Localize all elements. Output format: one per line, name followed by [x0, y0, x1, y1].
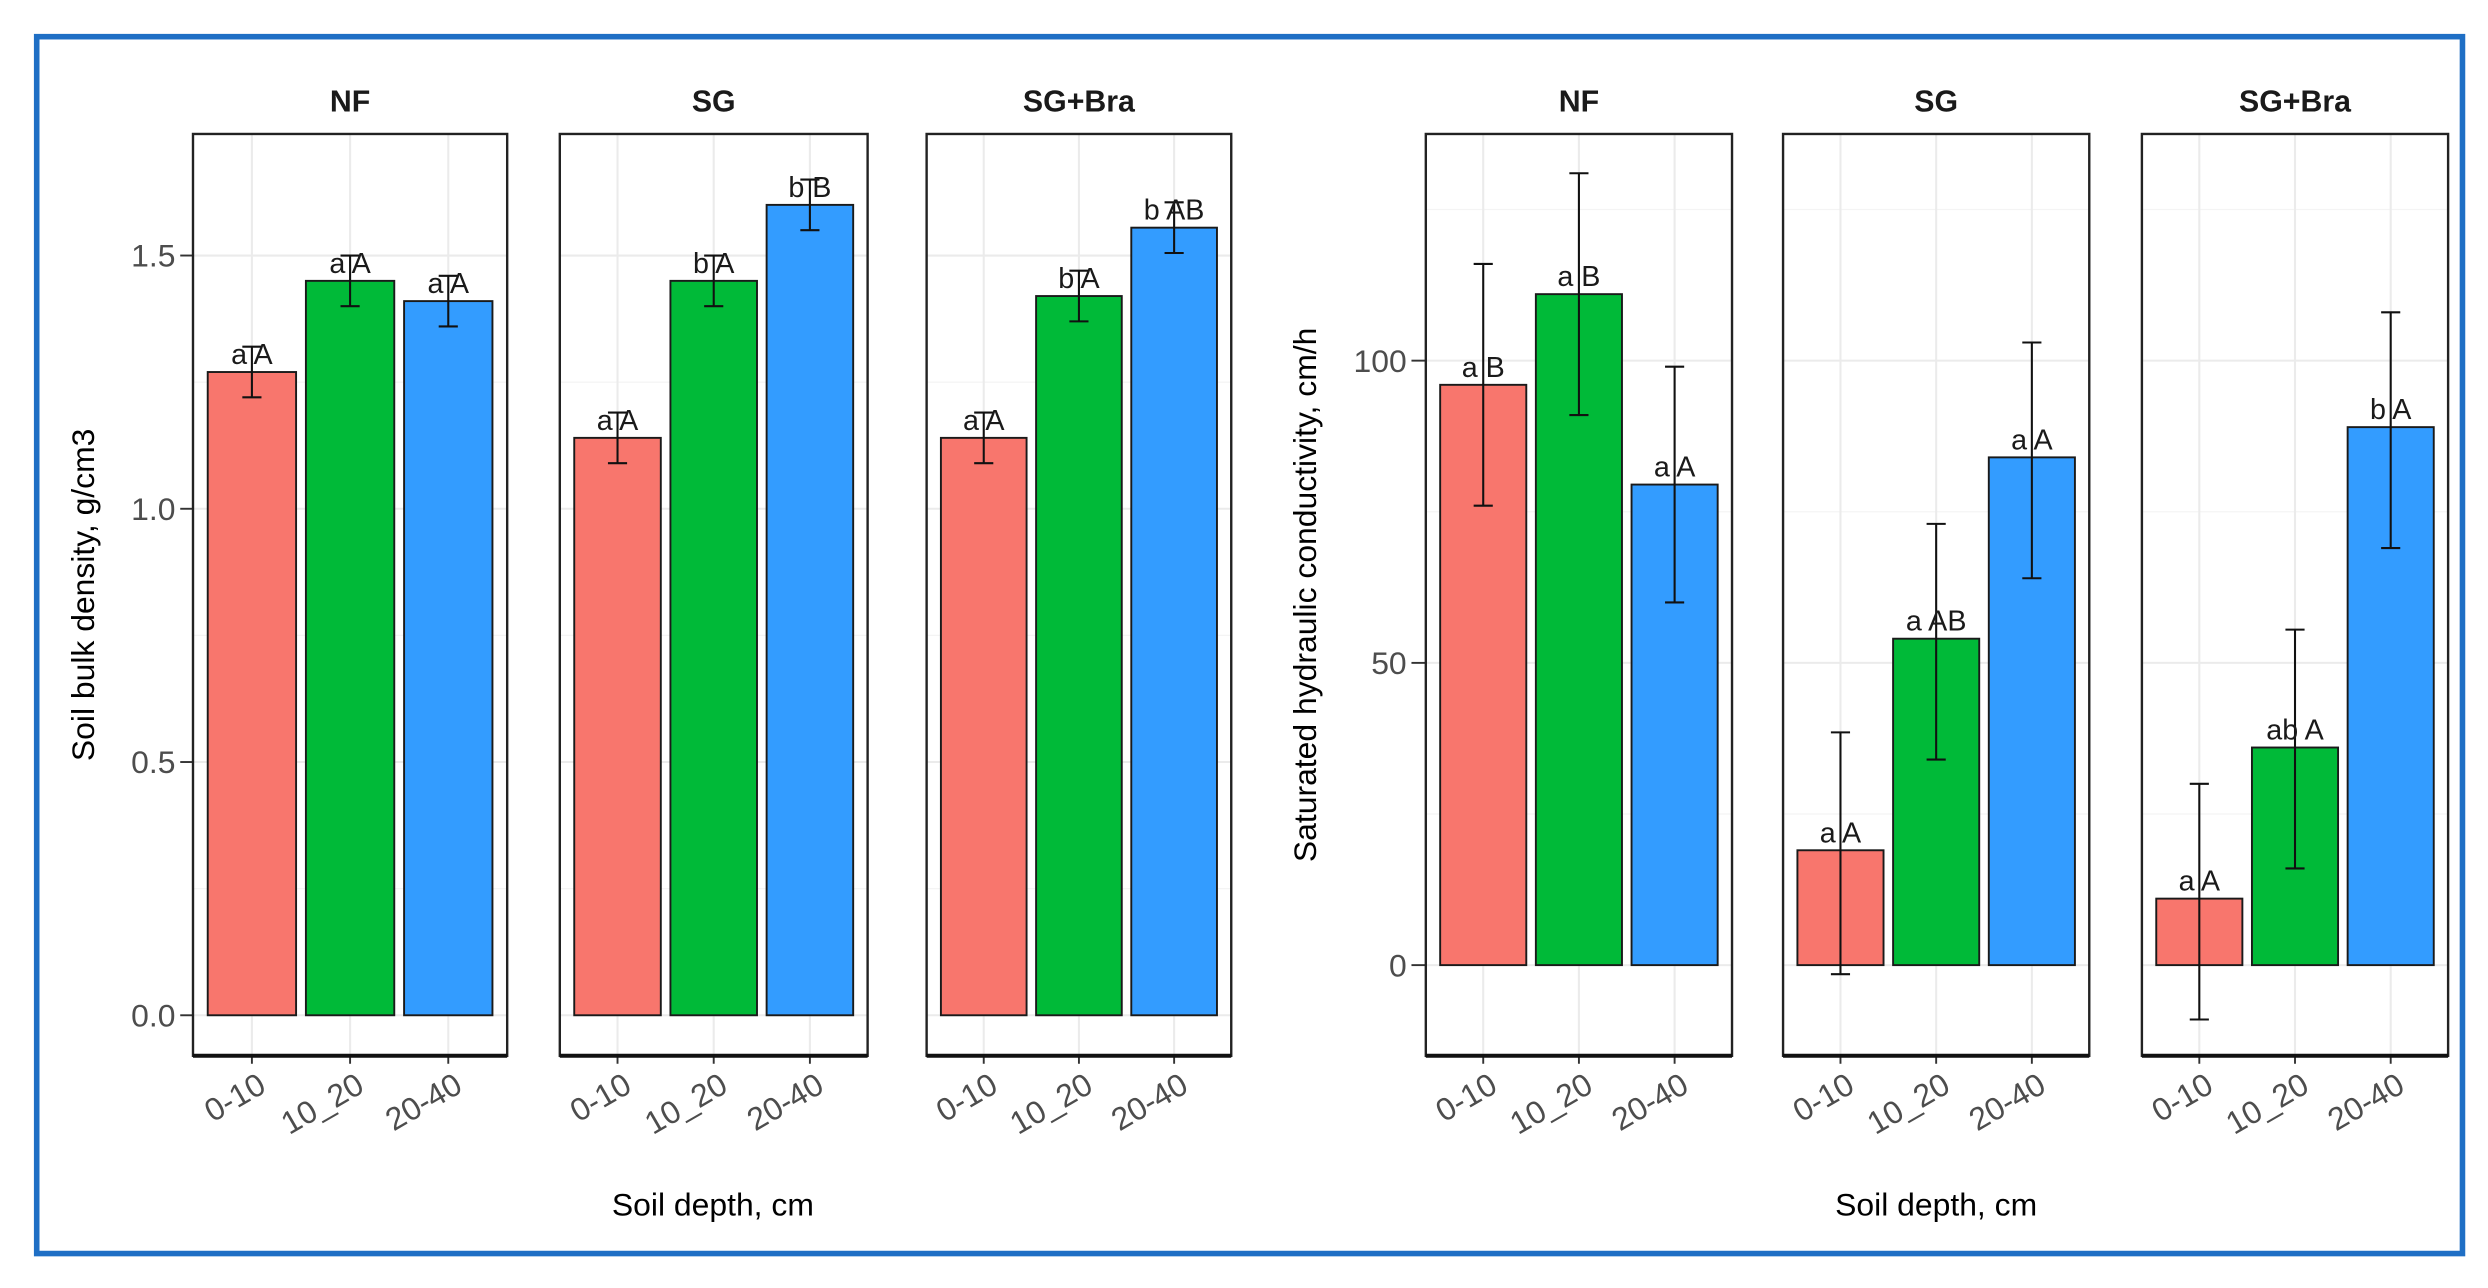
y-tick-label: 100: [1353, 343, 1406, 379]
y-tick-label: 1.5: [131, 238, 175, 274]
bar: [669, 279, 758, 1017]
facet-title: SG: [692, 86, 736, 119]
significance-label: a A: [2179, 866, 2221, 898]
bar: [304, 279, 396, 1017]
y-tick-label: 0.5: [131, 744, 175, 780]
significance-label: b AB: [1144, 195, 1205, 227]
y-tick-label: 0.0: [131, 997, 175, 1033]
y-tick-label: 1.0: [131, 491, 175, 527]
significance-label: b B: [788, 172, 831, 204]
bar: [939, 436, 1028, 1017]
facet-title: SG: [1914, 86, 1958, 119]
significance-label: a AB: [1906, 606, 1967, 638]
x-axis-label: Soil depth, cm: [1835, 1186, 2037, 1222]
facet-title: NF: [330, 86, 370, 119]
significance-label: a B: [1557, 261, 1600, 293]
significance-label: b A: [693, 248, 735, 280]
y-tick-label: 0: [1389, 947, 1407, 983]
significance-label: a A: [329, 248, 371, 280]
bar: [1035, 295, 1123, 1017]
facet-nf: NFa A0-10a A10_20a A20-40: [191, 86, 509, 1141]
bar: [765, 203, 855, 1017]
facet-title: SG+Bra: [1023, 86, 1136, 119]
significance-label: a A: [428, 268, 470, 300]
bar: [403, 300, 494, 1017]
significance-label: ab A: [2266, 715, 2324, 747]
bar: [206, 371, 298, 1017]
y-axis-label: Saturated hydraulic conductivity, cm/h: [1287, 328, 1323, 862]
significance-label: a A: [1654, 452, 1696, 484]
significance-label: a A: [963, 405, 1005, 437]
significance-label: b A: [1058, 263, 1100, 295]
significance-label: a A: [2011, 424, 2053, 456]
significance-label: b A: [2370, 394, 2412, 426]
y-tick-label: 50: [1371, 645, 1406, 681]
bar: [573, 436, 662, 1017]
y-axis-label: Soil bulk density, g/cm3: [65, 429, 101, 761]
facet-title: SG+Bra: [2239, 86, 2352, 119]
bar: [1130, 226, 1218, 1017]
x-axis-label: Soil depth, cm: [612, 1186, 814, 1222]
significance-label: a A: [231, 339, 273, 371]
significance-label: a A: [1820, 817, 1862, 849]
significance-label: a A: [597, 405, 639, 437]
significance-label: a B: [1462, 352, 1505, 384]
figure-border: [33, 33, 2466, 1257]
facet-title: NF: [1559, 86, 1599, 119]
